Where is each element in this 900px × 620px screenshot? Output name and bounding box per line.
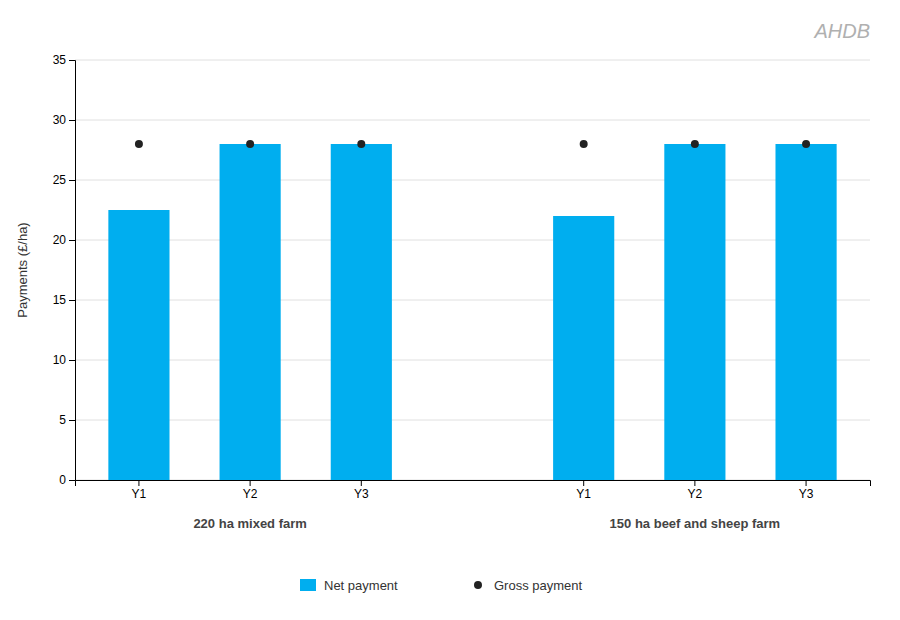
legend-swatch (474, 581, 482, 589)
x-tick-label: Y3 (799, 487, 814, 501)
y-tick-mark (69, 180, 75, 181)
y-tick: 10 (53, 353, 75, 367)
legend-item: Net payment (300, 578, 398, 593)
bar (331, 144, 392, 480)
y-axis-line (69, 61, 76, 481)
series-bar (108, 144, 836, 480)
y-axis-title: Payments (£/ha) (15, 222, 30, 317)
y-tick-label: 15 (53, 293, 67, 307)
group-label: 220 ha mixed farm (193, 516, 306, 531)
y-tick: 15 (53, 293, 75, 307)
x-tick: Y2 (688, 480, 703, 501)
legend-swatch (300, 579, 316, 591)
annotation: AHDB (813, 20, 870, 42)
legend-item: Gross payment (474, 578, 583, 593)
grid-line (75, 180, 870, 181)
y-tick-mark (69, 360, 75, 361)
y-tick-label: 10 (53, 353, 67, 367)
y-tick: 0 (59, 473, 75, 487)
y-tick-label: 5 (59, 413, 66, 427)
x-tick-label: Y2 (688, 487, 703, 501)
bar (108, 210, 169, 480)
grid-line (75, 360, 870, 361)
marks (108, 140, 836, 480)
y-tick-mark (69, 300, 75, 301)
x-tick: Y1 (132, 480, 147, 501)
y-tick-label: 20 (53, 233, 67, 247)
x-tick-label: Y2 (243, 487, 258, 501)
y-tick: 35 (53, 53, 75, 67)
y-tick-label: 0 (59, 473, 66, 487)
x-tick-mark (694, 480, 695, 486)
y-tick-mark (69, 120, 75, 121)
y-tick-mark (69, 420, 75, 421)
legend-label: Net payment (324, 578, 398, 593)
y-tick: 20 (53, 233, 75, 247)
grid-line (75, 60, 870, 61)
y-tick-label: 25 (53, 173, 67, 187)
x-tick-mark (138, 480, 139, 486)
y-tick: 30 (53, 113, 75, 127)
legend: Net payment Gross payment (300, 578, 583, 593)
y-tick-mark (69, 60, 75, 61)
chart: 0 5 10 15 20 25 30 35 Y1 Y2 Y3 Y1 Y2 Y3 220 ha mixed f… (0, 0, 900, 620)
y-axis: 0 5 10 15 20 25 30 35 (53, 53, 76, 487)
y-tick: 25 (53, 173, 75, 187)
x-tick-mark (361, 480, 362, 486)
bar (775, 144, 836, 480)
x-tick-label: Y3 (354, 487, 369, 501)
x-tick: Y3 (799, 480, 814, 501)
bar (220, 144, 281, 480)
grid-line (75, 420, 870, 421)
grid-line (75, 300, 870, 301)
point (802, 140, 810, 148)
point (135, 140, 143, 148)
x-tick-mark (250, 480, 251, 486)
point (357, 140, 365, 148)
y-tick-label: 30 (53, 113, 67, 127)
bar (553, 216, 614, 480)
x-axis-line (76, 481, 871, 487)
grid-line (75, 240, 870, 241)
y-tick-mark (69, 480, 75, 481)
point (246, 140, 254, 148)
x-tick: Y2 (243, 480, 258, 501)
y-tick-mark (69, 240, 75, 241)
point (580, 140, 588, 148)
x-tick-mark (583, 480, 584, 486)
x-tick-mark (806, 480, 807, 486)
grid-line (75, 120, 870, 121)
x-tick-label: Y1 (132, 487, 147, 501)
legend-label: Gross payment (494, 578, 583, 593)
group-label: 150 ha beef and sheep farm (610, 516, 781, 531)
point (691, 140, 699, 148)
series-scatter (135, 140, 810, 148)
bar (664, 144, 725, 480)
x-axis: Y1 Y2 Y3 Y1 Y2 Y3 (76, 480, 871, 501)
y-tick-label: 35 (53, 53, 67, 67)
y-tick: 5 (59, 413, 75, 427)
x-tick: Y3 (354, 480, 369, 501)
x-tick-label: Y1 (576, 487, 591, 501)
x-tick: Y1 (576, 480, 591, 501)
grid (75, 60, 870, 480)
